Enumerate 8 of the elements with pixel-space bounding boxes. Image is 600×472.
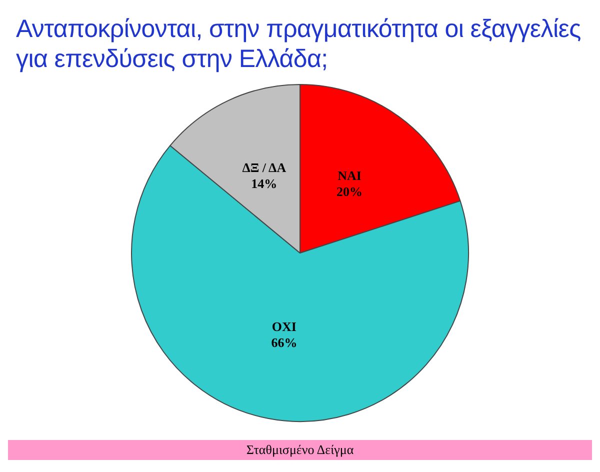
data-label: 14%: [251, 176, 278, 192]
data-label: 66%: [271, 335, 298, 350]
data-label: 20%: [336, 184, 363, 200]
slice-label: ΔΞ / ΔΑ: [242, 160, 287, 176]
chart-title: Ανταποκρίνονται, στην πραγματικότητα οι εξαγγελίες για επενδύσεις στην Ελλάδα;: [15, 14, 582, 75]
text: Σταθμισμένο Δείγμα: [8, 440, 592, 460]
slice-label: ΝΑΙ: [338, 168, 362, 184]
slice-label: ΟΧΙ: [272, 319, 296, 334]
